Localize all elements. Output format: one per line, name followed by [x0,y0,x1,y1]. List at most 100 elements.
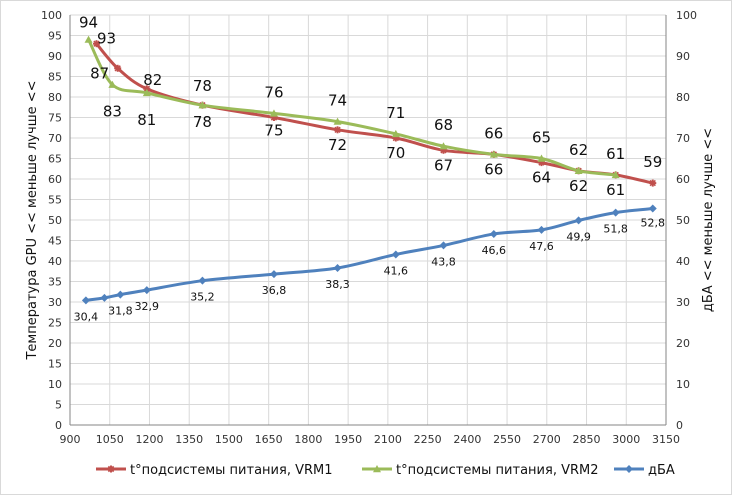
y-tick-label: 0 [55,419,62,432]
data-point-dba [489,229,498,238]
data-label-dba: 35,2 [190,291,215,304]
y-tick-label: 70 [48,132,62,145]
marker-stroke [107,465,115,473]
data-label-vrm1: 66 [484,160,503,178]
data-point-dba [537,225,546,234]
data-label-vrm2: 78 [193,113,212,131]
data-label-dba: 51,8 [603,223,628,236]
data-label-vrm2: 65 [532,129,551,147]
data-point-dba [100,293,109,302]
data-label-vrm2: 74 [328,92,347,110]
data-point-dba [269,270,278,279]
data-label-vrm1: 78 [193,77,212,95]
legend-swatch-marker [625,465,633,473]
y2-tick-label: 60 [676,173,690,186]
x-tick-label: 3150 [652,433,680,446]
data-point-vrm2 [574,166,583,174]
y-tick-label: 95 [48,30,62,43]
data-point-vrm2 [142,88,151,97]
marker-stroke [143,85,151,92]
y-tick-label: 65 [48,153,62,166]
y-tick-label: 85 [48,71,62,84]
y-tick-label: 40 [48,255,62,268]
data-label-dba: 30,4 [74,310,99,323]
y2-axis-title: дБА << меньше лучше << [701,128,716,312]
x-tick-label: 2250 [414,433,442,446]
y2-tick-label: 30 [676,296,690,309]
y2-tick-label: 40 [676,255,690,268]
data-point-dba [391,250,400,259]
x-tick-label: 900 [60,433,81,446]
data-label-vrm2: 62 [569,141,588,159]
y-tick-label: 100 [41,9,62,22]
data-point-dba [574,216,583,225]
legend-item-vrm1: t°подсистемы питания, VRM1 [96,463,333,478]
data-label-vrm1: 87 [90,64,109,82]
y2-tick-label: 90 [676,50,690,63]
marker-stroke [114,65,121,72]
data-label-vrm1: 72 [328,136,347,154]
series [81,35,657,305]
legend-label: t°подсистемы питания, VRM2 [396,463,599,478]
x-tick-label: 3000 [612,433,640,446]
data-point-vrm2 [269,109,278,117]
data-point-vrm2 [84,35,93,43]
legend-swatch-marker [107,465,115,473]
data-point-vrm2 [198,101,207,109]
data-point-dba [648,204,657,213]
y-tick-label: 50 [48,214,62,227]
y-tick-label: 35 [48,276,62,289]
data-label-vrm1: 70 [386,144,405,162]
data-label-vrm2: 81 [137,111,156,129]
data-point-vrm1 [334,126,342,134]
x-tick-label: 1500 [215,433,243,446]
y-tick-label: 60 [48,173,62,186]
data-label-vrm2: 68 [434,116,453,134]
y-tick-label: 55 [48,194,62,207]
y2-tick-label: 100 [676,9,697,22]
data-point-vrm2 [391,129,400,138]
legend-item-dba: дБА [614,463,675,478]
legend-label: дБА [648,463,675,478]
data-label-dba: 47,6 [529,240,554,253]
data-labels: 93 87 82 78 75 72 70 67 66 64 62 61 59 94 83 81 78 76 74 71… [74,14,665,324]
y-tick-label: 25 [48,317,62,330]
data-point-vrm2 [439,142,448,150]
x-tick-label: 2700 [533,433,561,446]
marker-stroke [649,179,656,187]
data-point-dba [333,263,342,272]
y-tick-label: 75 [48,112,62,125]
x-tick-label: 2550 [493,433,521,446]
x-tick-label: 1200 [135,433,163,446]
data-point-vrm1 [143,85,151,93]
data-label-vrm2: 94 [79,14,98,32]
x-tick-label: 1950 [334,433,362,446]
marker-stroke [93,40,100,47]
y-tick-label: 30 [48,296,62,309]
data-label-vrm1: 82 [143,71,162,89]
data-point-vrm1 [114,64,122,72]
data-label-dba: 46,6 [482,244,507,257]
y-tick-label: 20 [48,337,62,350]
data-point-vrm2 [489,150,498,158]
data-label-dba: 41,6 [384,264,409,277]
data-point-vrm2 [333,117,342,125]
data-label-vrm2: 61 [606,145,625,163]
y-tick-label: 5 [55,399,62,412]
x-tick-label: 1050 [96,433,124,446]
legend-swatch-marker [373,465,381,473]
data-label-vrm1: 61 [606,181,625,199]
data-label-vrm2: 71 [386,104,405,122]
y2-tick-label: 20 [676,337,690,350]
data-point-dba [439,241,448,250]
y-axis-title: Температура GPU << меньше лучше << [25,80,40,360]
y2-tick-label: 50 [676,214,690,227]
data-point-vrm2 [108,80,117,88]
data-label-vrm1: 67 [434,156,453,174]
data-point-dba [611,208,620,217]
x-tick-label: 2400 [453,433,481,446]
data-label-vrm1: 64 [532,169,551,187]
legend-label: t°подсистемы питания, VRM1 [130,463,333,478]
data-label-vrm2: 83 [103,103,122,121]
